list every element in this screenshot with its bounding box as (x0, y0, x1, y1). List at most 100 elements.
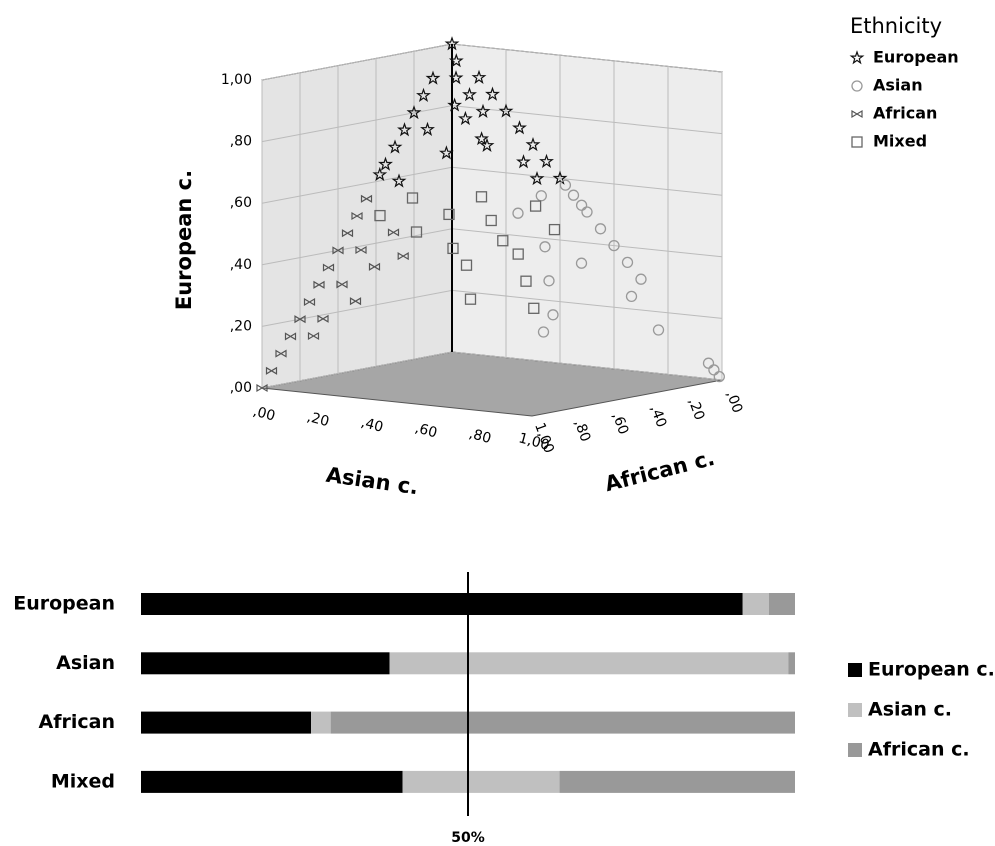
point (535, 190, 547, 202)
bar-segment (141, 711, 312, 734)
bar-segment (330, 711, 795, 734)
point (387, 228, 400, 237)
point (652, 324, 665, 336)
point (387, 139, 403, 154)
point (378, 156, 393, 171)
point (336, 280, 348, 289)
point (447, 242, 459, 255)
point (528, 302, 540, 314)
z-tick-label: ,40 (647, 403, 670, 429)
point (498, 103, 514, 118)
point (520, 275, 532, 287)
z-tick-label: ,60 (609, 410, 632, 436)
point (360, 194, 373, 203)
z-tick-label: ,00 (723, 389, 746, 415)
x-tick-label: ,40 (359, 415, 385, 436)
point (391, 173, 407, 188)
legend-marker (851, 109, 863, 119)
point (438, 145, 454, 160)
legend-label: European c. (868, 659, 995, 681)
point (425, 70, 441, 85)
point (575, 199, 588, 211)
point (625, 290, 638, 303)
point (397, 122, 412, 137)
y-tick-label: 1,00 (221, 72, 252, 88)
bar-segment (768, 593, 795, 615)
point (294, 315, 306, 324)
x-tick-label: ,00 (251, 403, 277, 424)
y-tick-label: ,80 (230, 134, 252, 150)
point (497, 235, 509, 247)
right-wall (451, 43, 723, 381)
point (397, 252, 409, 261)
point (284, 332, 297, 341)
point (317, 314, 329, 323)
point (406, 192, 419, 204)
point (479, 137, 495, 152)
legend-label: Asian (873, 76, 923, 95)
legend-title: Ethnicity (850, 14, 942, 38)
point (594, 223, 607, 235)
bar-segment (559, 770, 795, 793)
point (444, 36, 460, 51)
legend-label: Asian c. (868, 699, 952, 721)
bar-segment (141, 652, 390, 675)
legend-marker (849, 50, 865, 65)
point (547, 309, 559, 321)
bar-segment (788, 652, 795, 675)
point (374, 209, 386, 222)
point (275, 349, 287, 358)
category-label: European (13, 593, 115, 615)
point (322, 263, 335, 272)
y-tick-label: ,40 (230, 257, 252, 273)
point (702, 357, 715, 369)
point (443, 208, 455, 221)
point (351, 211, 363, 221)
point (372, 166, 388, 182)
point (368, 262, 381, 271)
y-axis-title: European c. (172, 170, 196, 310)
point (265, 366, 278, 375)
point (512, 120, 527, 135)
legend-swatch (848, 743, 862, 757)
legend-swatch (848, 663, 862, 677)
point (313, 280, 325, 289)
point (457, 110, 473, 126)
x-tick-label: ,80 (467, 426, 493, 447)
category-label: African (39, 711, 115, 733)
z-tick-label: ,80 (571, 418, 594, 444)
point (410, 226, 423, 238)
point (462, 86, 477, 102)
point (548, 223, 561, 236)
y-tick-label: ,20 (230, 318, 252, 334)
point (475, 191, 488, 203)
point (464, 293, 477, 305)
point (420, 121, 435, 136)
point (416, 87, 431, 102)
point (559, 179, 572, 191)
bar-segment (742, 593, 769, 615)
point (349, 297, 362, 306)
point (475, 103, 491, 118)
legend-swatch (848, 703, 862, 717)
legend-label: European (873, 48, 959, 67)
point (448, 53, 464, 68)
point (713, 370, 725, 383)
point (567, 189, 580, 201)
point (485, 214, 497, 227)
legend-label: African c. (868, 739, 970, 761)
point (341, 229, 354, 238)
point (474, 131, 490, 146)
z-tick-label: ,20 (685, 396, 708, 422)
point (575, 257, 588, 269)
point (485, 86, 500, 101)
point (516, 154, 531, 169)
point (307, 331, 320, 341)
point (525, 136, 541, 152)
bar-segment (389, 652, 789, 675)
point (539, 153, 554, 168)
legend-marker (851, 80, 863, 92)
bar-segment (402, 770, 560, 793)
point (529, 200, 542, 212)
